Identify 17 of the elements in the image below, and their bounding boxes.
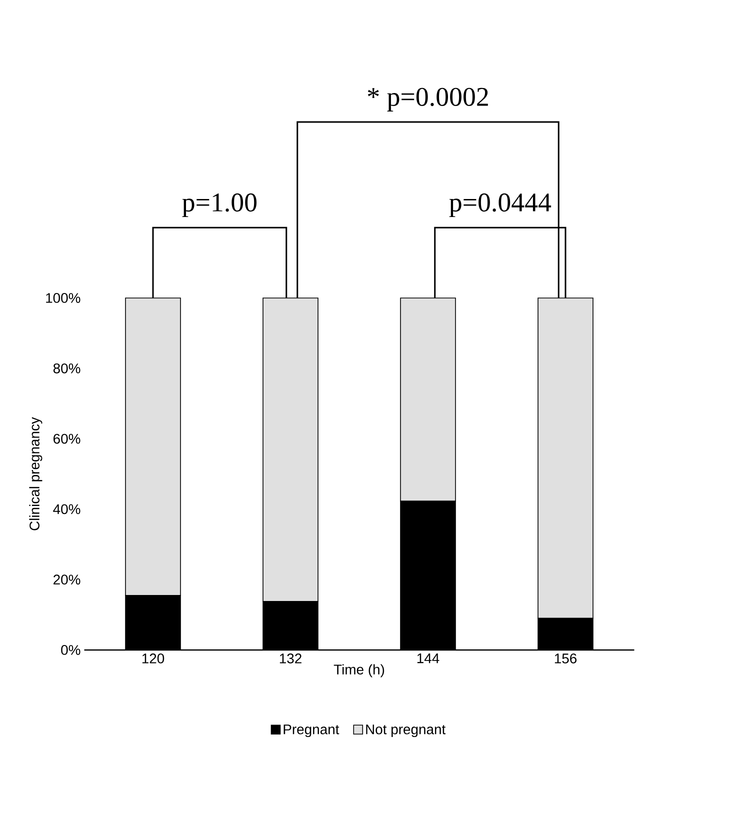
- x-tick-label: 120: [142, 654, 164, 664]
- x-axis-title: Time (h): [334, 664, 384, 678]
- y-tick-label: 100%: [46, 293, 80, 303]
- text: p=0.0444: [449, 193, 552, 218]
- text: p=1.00: [182, 193, 257, 218]
- y-tick-label: 20%: [54, 574, 80, 585]
- x-tick-label: 132: [280, 654, 302, 664]
- text: * p=0.0002: [368, 88, 488, 112]
- y-axis-title: Clinical pregnancy: [29, 417, 42, 530]
- legend-label: Not pregnant: [366, 724, 446, 738]
- y-tick-label: 80%: [53, 363, 80, 374]
- x-tick-label: 144: [417, 654, 440, 664]
- legend-label: Pregnant: [284, 724, 340, 738]
- x-tick-label: 156: [554, 654, 577, 664]
- y-tick-label: 40%: [53, 504, 80, 514]
- y-tick-label: 0%: [61, 645, 80, 655]
- y-tick-label: 60%: [54, 434, 80, 444]
